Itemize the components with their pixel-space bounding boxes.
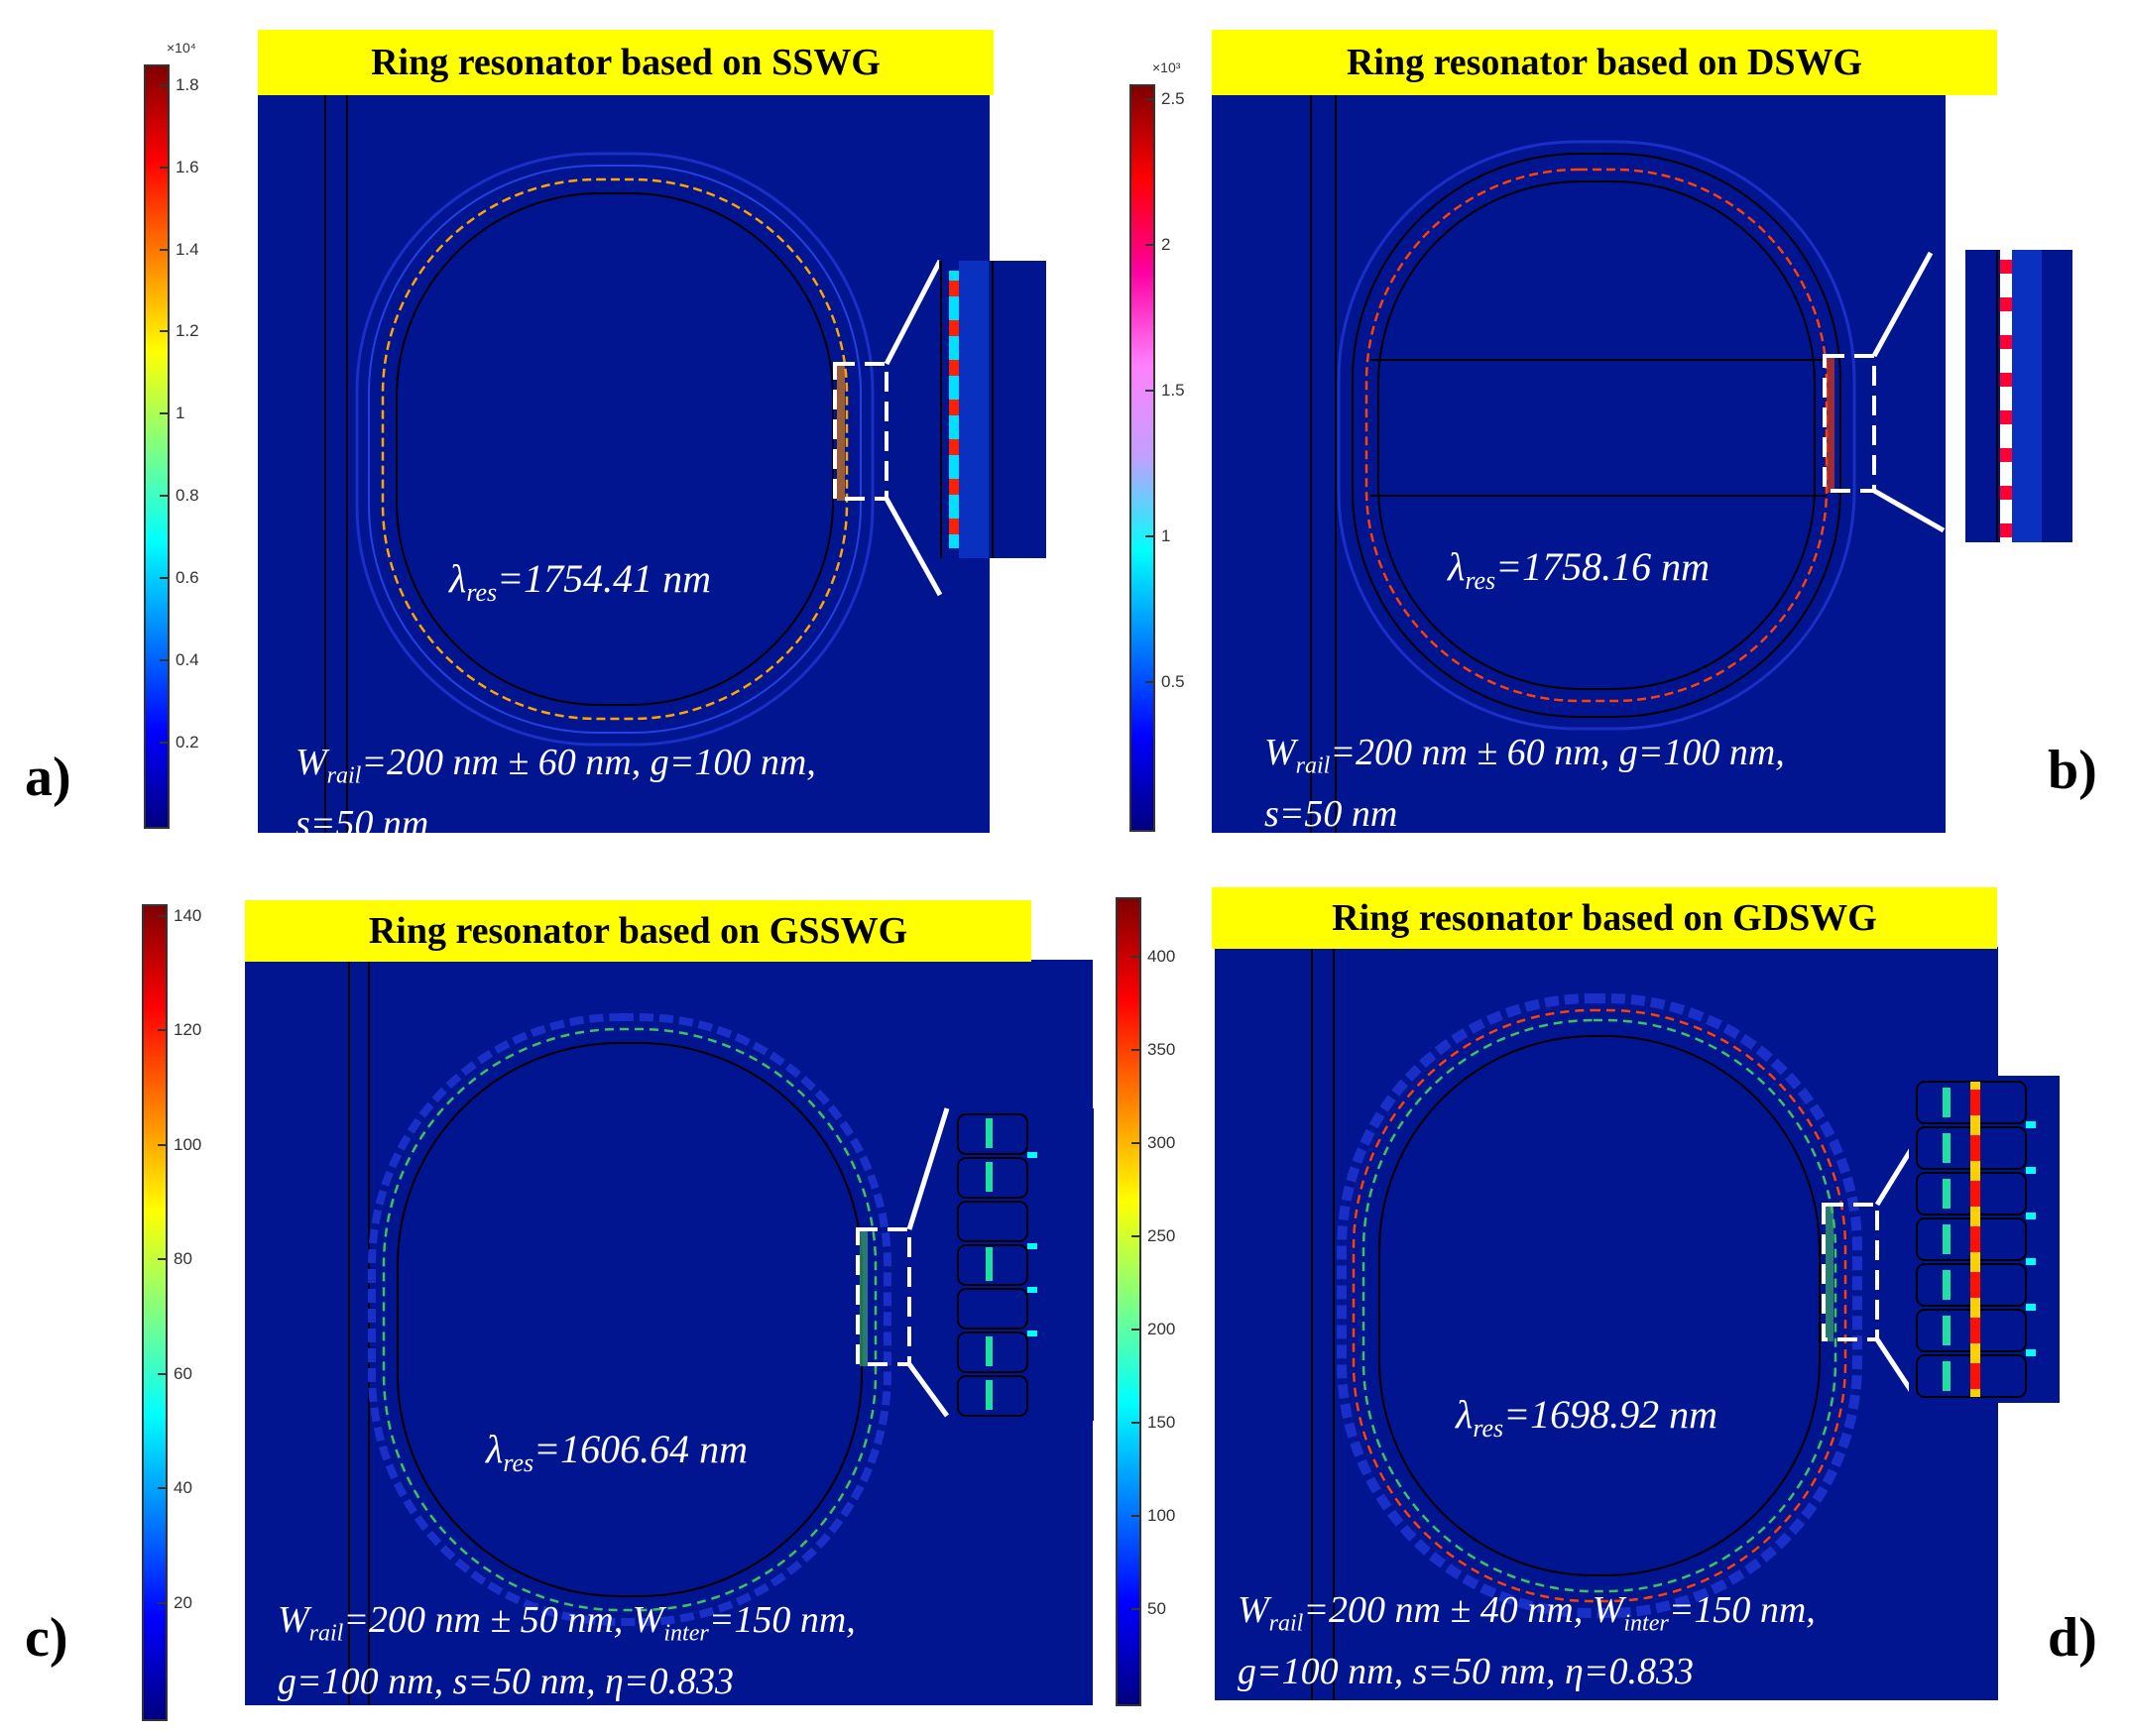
colorbar-tick-label: 120 bbox=[174, 1020, 202, 1040]
colorbar-tick-label: 100 bbox=[174, 1134, 202, 1154]
panel-b-resonance-wavelength: λres=1758.16 nm bbox=[1448, 544, 1711, 595]
zoom-inset-a bbox=[939, 261, 1046, 558]
panel-label-b: b) bbox=[2048, 740, 2097, 801]
colorbar-c bbox=[142, 904, 168, 1721]
colorbar-tick-label: 0.6 bbox=[176, 568, 199, 588]
colorbar-tick-label: 2 bbox=[1161, 234, 1171, 254]
colorbar-tick-mark bbox=[160, 412, 168, 415]
panel-c-resonance-wavelength: λres=1606.64 nm bbox=[486, 1427, 749, 1477]
colorbar-tick-label: 50 bbox=[1147, 1599, 1166, 1619]
colorbar-d bbox=[1116, 897, 1141, 1706]
zoom-inset-c bbox=[950, 1108, 1094, 1421]
colorbar-tick-mark bbox=[1131, 1235, 1139, 1238]
panel-a-parameters: Wrail=200 nm ± 60 nm, g=100 nm, s=50 nm bbox=[296, 742, 816, 845]
colorbar-tick-label: 250 bbox=[1147, 1226, 1176, 1246]
colorbar-tick-mark bbox=[1131, 1329, 1139, 1331]
colorbar-tick-mark bbox=[1145, 243, 1153, 246]
colorbar-tick-label: 40 bbox=[174, 1478, 192, 1497]
colorbar-a-exponent: ×10⁴ bbox=[167, 40, 196, 56]
colorbar-tick-mark bbox=[1131, 1608, 1139, 1611]
panel-d-resonance-wavelength: λres=1698.92 nm bbox=[1456, 1392, 1718, 1443]
colorbar-tick-mark bbox=[160, 248, 168, 251]
colorbar-tick-mark bbox=[158, 1143, 166, 1146]
colorbar-tick-label: 1.8 bbox=[176, 74, 199, 94]
colorbar-tick-mark bbox=[160, 330, 168, 333]
panel-b-title: Ring resonator based on DSWG bbox=[1212, 30, 1997, 95]
colorbar-tick-label: 1.4 bbox=[176, 239, 199, 259]
colorbar-tick-label: 0.5 bbox=[1161, 671, 1185, 691]
colorbar-tick-label: 1 bbox=[176, 404, 185, 423]
colorbar-tick-mark bbox=[160, 495, 168, 498]
colorbar-tick-label: 200 bbox=[1147, 1320, 1176, 1339]
colorbar-tick-mark bbox=[1145, 97, 1153, 100]
panel-c-title: Ring resonator based on GSSWG bbox=[245, 900, 1031, 962]
panel-label-d: d) bbox=[2048, 1607, 2097, 1669]
colorbar-tick-mark bbox=[1145, 389, 1153, 392]
colorbar-tick-label: 1.2 bbox=[176, 321, 199, 341]
colorbar-tick-mark bbox=[1131, 1422, 1139, 1425]
colorbar-tick-mark bbox=[1131, 1142, 1139, 1145]
panel-label-a: a) bbox=[25, 747, 71, 808]
colorbar-a bbox=[144, 64, 170, 829]
colorbar-b bbox=[1129, 84, 1155, 832]
colorbar-tick-mark bbox=[158, 1258, 166, 1261]
colorbar-tick-label: 80 bbox=[174, 1249, 192, 1269]
zoom-inset-b bbox=[1965, 250, 2072, 542]
panel-c-parameters: Wrail=200 nm ± 50 nm, Winter=150 nm, g=1… bbox=[278, 1599, 856, 1702]
colorbar-tick-mark bbox=[160, 577, 168, 580]
colorbar-tick-mark bbox=[1131, 1049, 1139, 1052]
colorbar-tick-label: 140 bbox=[174, 905, 202, 925]
colorbar-tick-label: 100 bbox=[1147, 1506, 1176, 1526]
field-plot-d bbox=[1215, 947, 1998, 1700]
colorbar-tick-label: 400 bbox=[1147, 947, 1176, 967]
colorbar-tick-label: 1 bbox=[1161, 525, 1171, 545]
colorbar-tick-label: 0.2 bbox=[176, 733, 199, 752]
panel-d-parameters: Wrail=200 nm ± 40 nm, Winter=150 nm, g=1… bbox=[1238, 1589, 1816, 1692]
colorbar-tick-mark bbox=[1145, 680, 1153, 683]
colorbar-tick-mark bbox=[158, 1601, 166, 1604]
zoom-inset-d bbox=[1909, 1076, 2060, 1403]
colorbar-tick-mark bbox=[1131, 1515, 1139, 1518]
colorbar-tick-label: 2.5 bbox=[1161, 88, 1185, 108]
colorbar-tick-mark bbox=[1131, 956, 1139, 959]
colorbar-tick-label: 1.5 bbox=[1161, 380, 1185, 400]
colorbar-tick-label: 60 bbox=[174, 1363, 192, 1383]
colorbar-tick-label: 0.8 bbox=[176, 486, 199, 506]
colorbar-tick-mark bbox=[160, 83, 168, 86]
colorbar-b-exponent: ×10³ bbox=[1152, 59, 1181, 75]
colorbar-tick-mark bbox=[158, 1029, 166, 1032]
panel-a-resonance-wavelength: λres=1754.41 nm bbox=[449, 556, 712, 607]
panel-label-c: c) bbox=[25, 1607, 68, 1669]
colorbar-tick-label: 0.4 bbox=[176, 650, 199, 670]
colorbar-tick-label: 350 bbox=[1147, 1040, 1176, 1060]
panel-a-title: Ring resonator based on SSWG bbox=[258, 30, 994, 95]
colorbar-tick-label: 1.6 bbox=[176, 157, 199, 176]
colorbar-tick-mark bbox=[1145, 534, 1153, 537]
field-plot-a bbox=[258, 94, 990, 833]
colorbar-tick-label: 20 bbox=[174, 1592, 192, 1612]
colorbar-tick-label: 300 bbox=[1147, 1133, 1176, 1153]
colorbar-tick-mark bbox=[160, 659, 168, 662]
colorbar-tick-mark bbox=[158, 1487, 166, 1489]
colorbar-tick-mark bbox=[158, 1372, 166, 1375]
colorbar-tick-mark bbox=[158, 914, 166, 917]
panel-d-title: Ring resonator based on GDSWG bbox=[1212, 887, 1997, 949]
colorbar-tick-mark bbox=[160, 742, 168, 745]
panel-b-parameters: Wrail=200 nm ± 60 nm, g=100 nm, s=50 nm bbox=[1264, 732, 1785, 835]
field-plot-b bbox=[1212, 94, 1946, 833]
colorbar-tick-label: 150 bbox=[1147, 1413, 1176, 1433]
colorbar-tick-mark bbox=[160, 166, 168, 169]
